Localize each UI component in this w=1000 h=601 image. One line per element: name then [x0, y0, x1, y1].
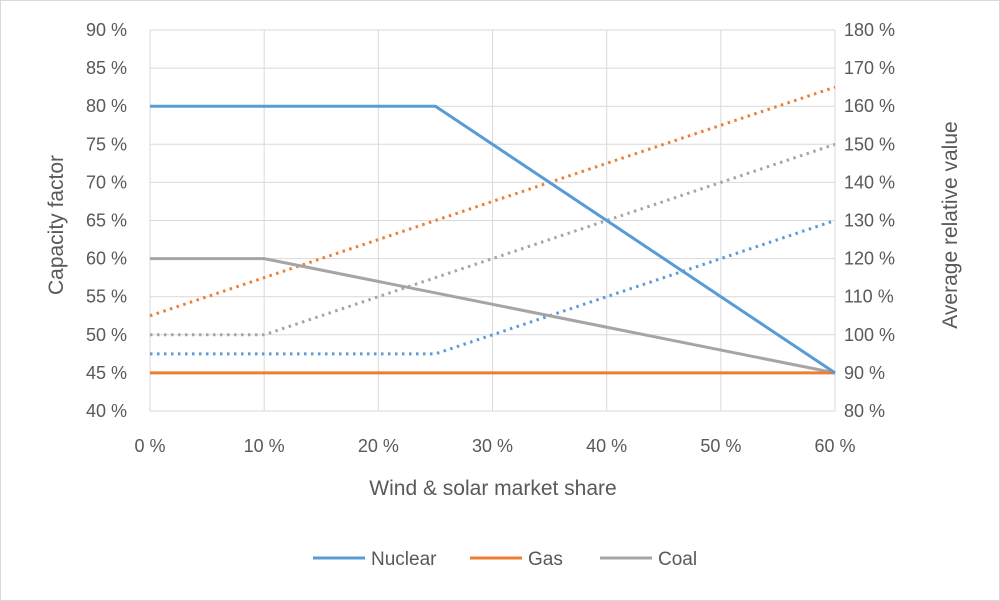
- y-tick-label: 55 %: [86, 287, 127, 307]
- y2-tick-label: 100 %: [844, 325, 895, 345]
- y2-tick-label: 110 %: [844, 287, 894, 307]
- y2-axis-title: Average relative value: [939, 121, 962, 328]
- y2-axis-ticks: 80 % 90 % 100 % 110 % 120 % 130 % 140 % 150 % 16…: [844, 20, 895, 421]
- y-tick-label: 50 %: [86, 325, 127, 345]
- y2-tick-label: 140 %: [844, 172, 895, 192]
- legend-label: Coal: [658, 549, 697, 570]
- y2-tick-label: 150 %: [844, 134, 895, 154]
- x-tick-label: 20 %: [358, 436, 399, 456]
- x-tick-label: 50 %: [700, 436, 741, 456]
- legend-item-coal: Coal: [600, 549, 697, 570]
- y-tick-label: 70 %: [86, 172, 127, 192]
- y2-tick-label: 80 %: [844, 401, 885, 421]
- y-axis-ticks: 40 % 45 % 50 % 55 % 60 % 65 % 70 % 75 % 80 % 85 %…: [86, 20, 127, 421]
- unnamed-relative-value-line: [149, 85, 836, 318]
- coal-capacity-factor-line: [150, 257, 836, 375]
- x-tick-label: 30 %: [472, 436, 513, 456]
- y2-tick-label: 180 %: [844, 20, 895, 40]
- y2-tick-label: 170 %: [844, 58, 895, 78]
- y-tick-label: 85 %: [86, 58, 127, 78]
- y-tick-label: 60 %: [86, 249, 127, 269]
- x-tick-label: 60 %: [814, 436, 855, 456]
- x-tick-label: 40 %: [586, 436, 627, 456]
- y-tick-label: 45 %: [86, 363, 127, 383]
- y2-tick-label: 130 %: [844, 211, 895, 231]
- y2-tick-label: 160 %: [844, 96, 895, 116]
- y-axis-title: Capacity factor: [45, 155, 68, 295]
- y-tick-label: 65 %: [86, 211, 127, 231]
- y-tick-label: 90 %: [86, 20, 127, 40]
- y2-tick-label: 120 %: [844, 249, 895, 269]
- series-layer: [149, 85, 836, 375]
- unnamed-relative-value-line: [150, 142, 836, 337]
- y-tick-label: 40 %: [86, 401, 127, 421]
- x-tick-label: 0 %: [134, 436, 165, 456]
- y-tick-label: 80 %: [86, 96, 127, 116]
- y-tick-label: 75 %: [86, 134, 127, 154]
- legend-label: Gas: [528, 549, 563, 570]
- legend-item-gas: Gas: [470, 549, 563, 570]
- x-axis-title: Wind & solar market share: [369, 477, 616, 500]
- x-axis-ticks: 0 % 10 % 20 % 30 % 40 % 50 % 60 %: [134, 436, 855, 456]
- x-tick-label: 10 %: [244, 436, 285, 456]
- nuclear-capacity-factor-line: [150, 104, 836, 375]
- y2-tick-label: 90 %: [844, 363, 885, 383]
- legend: Nuclear Gas Coal: [313, 549, 697, 570]
- legend-label: Nuclear: [371, 549, 437, 570]
- legend-item-nuclear: Nuclear: [313, 549, 437, 570]
